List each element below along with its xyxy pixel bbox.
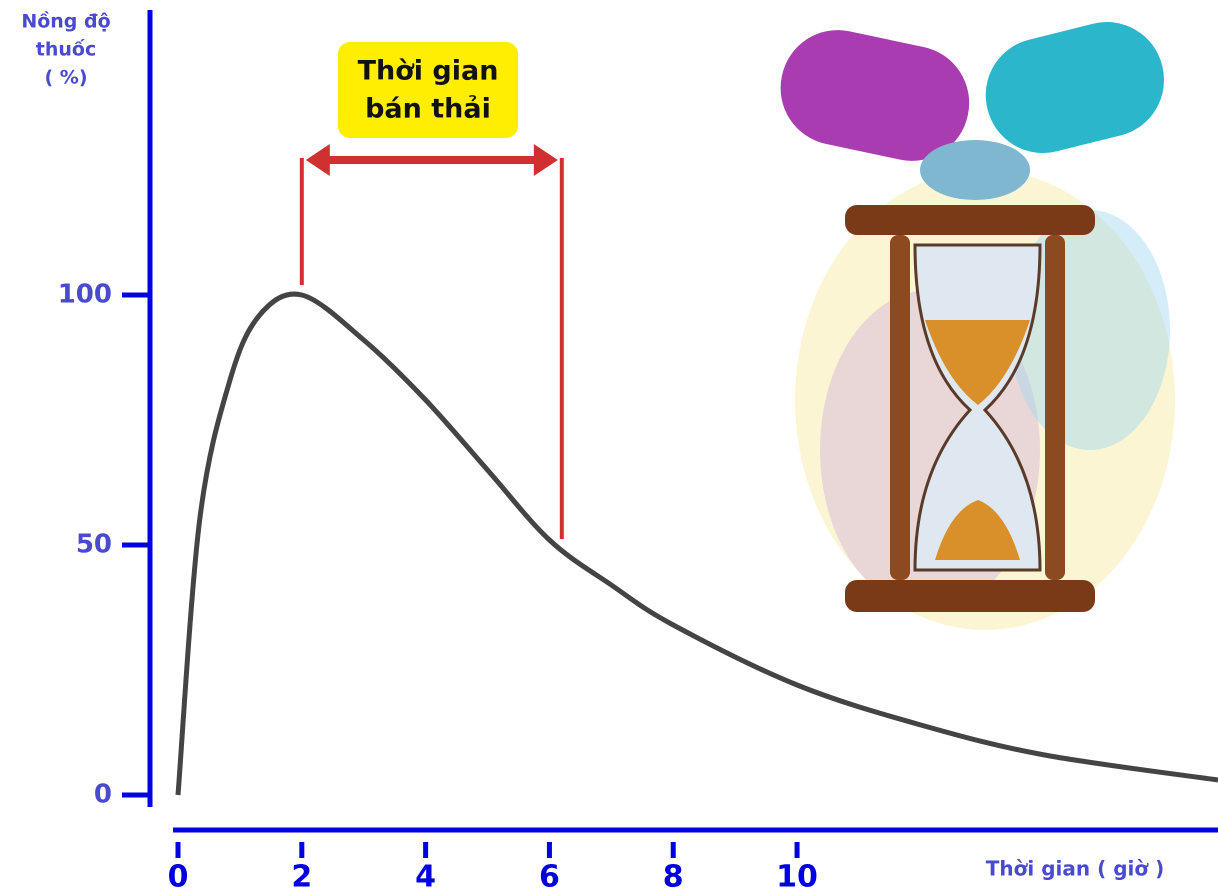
annotation: Thời gian xyxy=(358,56,499,87)
y-tick-label: 0 xyxy=(94,780,112,810)
arrow-head xyxy=(534,144,558,176)
x-tick-label: 0 xyxy=(168,860,189,892)
x-tick-label: 6 xyxy=(539,860,560,892)
y-tick-label: 100 xyxy=(58,280,112,310)
annotation: bán thải xyxy=(365,94,491,125)
illustration xyxy=(770,10,1176,630)
half-life-bracket xyxy=(302,144,562,539)
x-axis-label: Thời gian ( giờ ) xyxy=(986,857,1164,881)
x-tick-label: 4 xyxy=(415,860,436,892)
y-tick-label: 50 xyxy=(76,530,112,560)
y-axis-label: Nồng độ xyxy=(21,10,110,33)
x-tick-label: 8 xyxy=(663,860,684,892)
chart: Thời gian bán thải Nồng độ thuốc ( %) Th… xyxy=(0,0,1218,892)
y-axis-label: ( %) xyxy=(44,67,87,89)
x-tick-label: 2 xyxy=(291,860,312,892)
y-axis-label: thuốc xyxy=(36,38,96,61)
x-tick-label: 10 xyxy=(776,860,818,892)
arrow-head xyxy=(306,144,330,176)
